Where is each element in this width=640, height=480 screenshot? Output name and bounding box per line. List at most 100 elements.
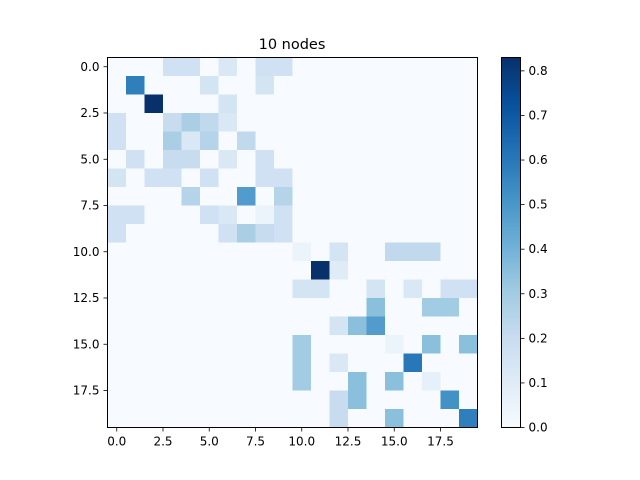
heatmap-cell xyxy=(200,372,219,391)
heatmap-cell xyxy=(218,279,238,299)
heatmap-cell xyxy=(107,94,127,114)
heatmap-cell xyxy=(292,335,312,354)
y-tick-label: 5.0 xyxy=(80,152,99,166)
heatmap-cell xyxy=(181,187,201,206)
heatmap-cell xyxy=(237,187,256,206)
heatmap-cell xyxy=(181,316,201,336)
heatmap-cell xyxy=(181,390,201,410)
heatmap-cell xyxy=(422,279,441,299)
heatmap-cell xyxy=(459,335,478,354)
heatmap-cell xyxy=(422,242,441,262)
heatmap-cell xyxy=(459,113,478,132)
heatmap-cell xyxy=(274,168,293,188)
heatmap-cell xyxy=(126,94,145,114)
heatmap-cell xyxy=(311,261,330,280)
heatmap-cell xyxy=(107,57,127,77)
heatmap-cells xyxy=(107,57,478,428)
heatmap-cell xyxy=(292,298,312,317)
heatmap-cell xyxy=(403,224,423,243)
heatmap-cell xyxy=(403,409,423,428)
heatmap-cell xyxy=(126,335,145,354)
heatmap-cell xyxy=(292,94,312,114)
heatmap-cell xyxy=(311,409,330,428)
heatmap-cell xyxy=(274,113,293,132)
heatmap-cell xyxy=(144,372,164,391)
heatmap-cell xyxy=(163,94,182,114)
heatmap-cell xyxy=(348,94,367,114)
heatmap-cell xyxy=(255,316,275,336)
heatmap-cell xyxy=(440,242,460,262)
heatmap-cell xyxy=(348,224,367,243)
heatmap-cell xyxy=(237,316,256,336)
heatmap-cell xyxy=(459,390,478,410)
heatmap-cell xyxy=(385,113,404,132)
heatmap-cell xyxy=(348,409,367,428)
colorbar-tick-label: 0.1 xyxy=(529,376,548,390)
heatmap-cell xyxy=(200,187,219,206)
heatmap-cell xyxy=(459,94,478,114)
heatmap-cell xyxy=(348,57,367,77)
heatmap-cell xyxy=(348,205,367,225)
heatmap-cell xyxy=(311,353,330,373)
y-tick-label: 7.5 xyxy=(80,199,99,213)
heatmap-cell xyxy=(181,353,201,373)
heatmap-cell xyxy=(292,57,312,77)
heatmap-cell xyxy=(255,150,275,169)
heatmap-cell xyxy=(237,150,256,169)
heatmap-cell xyxy=(126,261,145,280)
colorbar-tick-label: 0.5 xyxy=(529,198,548,212)
heatmap-cell xyxy=(422,113,441,132)
heatmap-cell xyxy=(403,150,423,169)
heatmap-cell xyxy=(459,224,478,243)
heatmap-cell xyxy=(292,187,312,206)
heatmap-cell xyxy=(126,224,145,243)
heatmap-cell xyxy=(385,94,404,114)
heatmap-cell xyxy=(403,57,423,77)
heatmap-cell xyxy=(348,131,367,151)
heatmap-cell xyxy=(403,279,423,299)
heatmap-cell xyxy=(329,57,349,77)
heatmap-cell xyxy=(329,224,349,243)
heatmap-cell xyxy=(237,390,256,410)
heatmap-cell xyxy=(255,113,275,132)
heatmap-cell xyxy=(329,94,349,114)
heatmap-cell xyxy=(329,298,349,317)
heatmap-cell xyxy=(181,372,201,391)
heatmap-cell xyxy=(107,279,127,299)
heatmap-cell xyxy=(163,261,182,280)
heatmap-cell xyxy=(292,76,312,95)
heatmap-cell xyxy=(459,168,478,188)
heatmap-cell xyxy=(366,224,386,243)
heatmap-cell xyxy=(311,76,330,95)
heatmap-cell xyxy=(255,390,275,410)
colorbar xyxy=(501,57,521,428)
heatmap-cell xyxy=(107,298,127,317)
heatmap-cell xyxy=(218,224,238,243)
heatmap-cell xyxy=(311,242,330,262)
x-tick-label: 10.0 xyxy=(288,435,315,449)
heatmap-cell xyxy=(107,316,127,336)
heatmap-cell xyxy=(274,335,293,354)
x-axis: 0.0 2.5 5.0 7.5 10.0 12.5 15.0 17.5 xyxy=(107,427,454,449)
heatmap-cell xyxy=(403,298,423,317)
heatmap-cell xyxy=(255,94,275,114)
heatmap-cell xyxy=(385,150,404,169)
heatmap-cell xyxy=(163,372,182,391)
heatmap-cell xyxy=(218,316,238,336)
heatmap-cell xyxy=(126,353,145,373)
y-tick-label: 10.0 xyxy=(73,245,100,259)
heatmap-cell xyxy=(366,335,386,354)
heatmap-cell xyxy=(459,131,478,151)
heatmap-cell xyxy=(144,224,164,243)
heatmap-cell xyxy=(126,390,145,410)
heatmap-cell xyxy=(292,261,312,280)
heatmap-cell xyxy=(274,409,293,428)
heatmap-cell xyxy=(107,372,127,391)
heatmap-cell xyxy=(163,335,182,354)
heatmap-cell xyxy=(144,150,164,169)
heatmap-cell xyxy=(366,76,386,95)
heatmap-cell xyxy=(385,242,404,262)
heatmap-cell xyxy=(440,205,460,225)
heatmap-cell xyxy=(459,279,478,299)
plot-frame xyxy=(107,57,478,428)
